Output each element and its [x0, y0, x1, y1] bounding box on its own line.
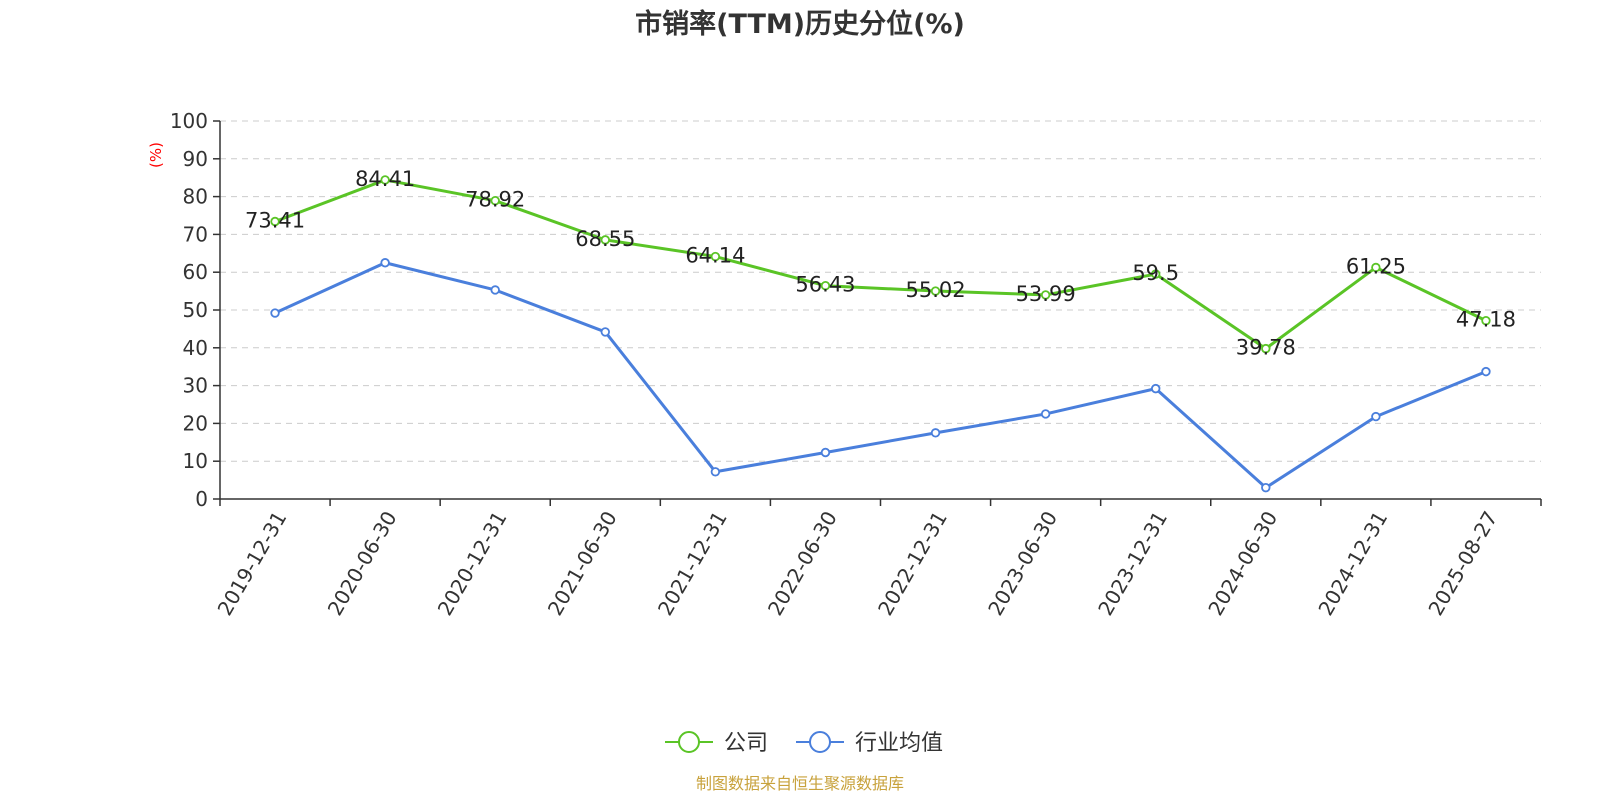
data-point[interactable]: [930, 286, 941, 296]
source-note: 制图数据来自恒生聚源数据库: [696, 774, 904, 793]
x-tick-label: 2020-12-31: [433, 507, 512, 620]
data-point[interactable]: [1481, 315, 1491, 326]
y-tick-label: 50: [183, 298, 208, 322]
data-point[interactable]: [270, 308, 280, 318]
data-label: 47.18: [1456, 308, 1516, 332]
data-point[interactable]: [1151, 383, 1161, 394]
legend-item[interactable]: 行业均值: [796, 731, 943, 756]
legend-marker: [809, 731, 831, 753]
data-point[interactable]: [1261, 343, 1271, 354]
x-tick-label: 2021-06-30: [543, 507, 622, 620]
x-tick-label: 2022-12-31: [873, 507, 952, 620]
y-tick-label: 0: [195, 487, 208, 511]
y-tick-label: 100: [170, 109, 208, 133]
data-point[interactable]: [930, 428, 941, 438]
y-tick-label: 10: [183, 449, 208, 473]
x-tick-label: 2025-08-27: [1423, 507, 1502, 620]
legend-label: 行业均值: [855, 731, 943, 756]
data-label: 61.25: [1346, 254, 1406, 278]
data-label: 64.14: [685, 244, 745, 268]
data-label: 78.92: [465, 188, 525, 212]
data-label: 56.43: [795, 273, 855, 297]
x-tick-label: 2024-12-31: [1313, 507, 1392, 620]
legend-item[interactable]: 公司: [665, 731, 768, 756]
data-label: 55.02: [905, 278, 965, 302]
y-tick-label: 30: [183, 374, 208, 398]
data-label: 68.55: [575, 227, 635, 251]
series-line: [274, 178, 1487, 351]
y-tick-label: 70: [183, 222, 208, 246]
data-point[interactable]: [600, 235, 610, 245]
data-label: 39.78: [1236, 336, 1296, 360]
data-label: 53.99: [1016, 282, 1076, 306]
y-tick-label: 90: [183, 147, 208, 171]
data-labels: 73.41 84.41 78.92 68.55 64.14 56.43 55.02 53.99…: [245, 167, 1516, 360]
x-tick-label: 2024-06-30: [1203, 507, 1282, 620]
y-axis-label: (%): [147, 142, 165, 168]
data-point[interactable]: [820, 447, 831, 458]
data-point[interactable]: [1040, 409, 1051, 419]
data-point[interactable]: [1151, 269, 1161, 279]
data-point[interactable]: [270, 216, 280, 227]
data-point[interactable]: [820, 280, 831, 291]
data-point[interactable]: [1371, 411, 1381, 422]
data-point[interactable]: [710, 467, 721, 477]
y-tick-label: 80: [183, 185, 208, 209]
legend[interactable]: 公司 行业均值: [665, 731, 943, 756]
grid-lines: [220, 120, 1541, 462]
data-point[interactable]: [380, 175, 390, 185]
data-point[interactable]: [380, 258, 390, 268]
legend-marker: [678, 731, 700, 753]
data-point[interactable]: [490, 285, 500, 295]
y-tick-label: 20: [183, 411, 208, 435]
y-tick-label: 40: [183, 336, 208, 360]
data-label: 84.41: [355, 167, 415, 191]
legend-label: 公司: [724, 731, 768, 756]
data-point[interactable]: [600, 327, 610, 337]
x-tick-label: 2023-06-30: [983, 507, 1062, 620]
data-point[interactable]: [710, 251, 721, 262]
series-line: [274, 261, 1487, 490]
x-tick-label: 2019-12-31: [213, 507, 292, 620]
chart-title: 市销率(TTM)历史分位(%): [635, 8, 965, 40]
data-point[interactable]: [1371, 262, 1381, 273]
data-label: 59.5: [1132, 261, 1179, 285]
x-tick-label: 2022-06-30: [763, 507, 842, 620]
x-tick-label: 2021-12-31: [653, 507, 732, 620]
data-point[interactable]: [1040, 290, 1051, 300]
data-point[interactable]: [490, 195, 500, 206]
data-label: 73.41: [245, 209, 305, 233]
y-tick-label: 60: [183, 260, 208, 284]
x-tick-label: 2020-06-30: [323, 507, 402, 620]
data-point[interactable]: [1261, 482, 1271, 493]
data-point[interactable]: [1481, 366, 1491, 377]
series: [270, 175, 1491, 493]
x-tick-label: 2023-12-31: [1093, 507, 1172, 620]
